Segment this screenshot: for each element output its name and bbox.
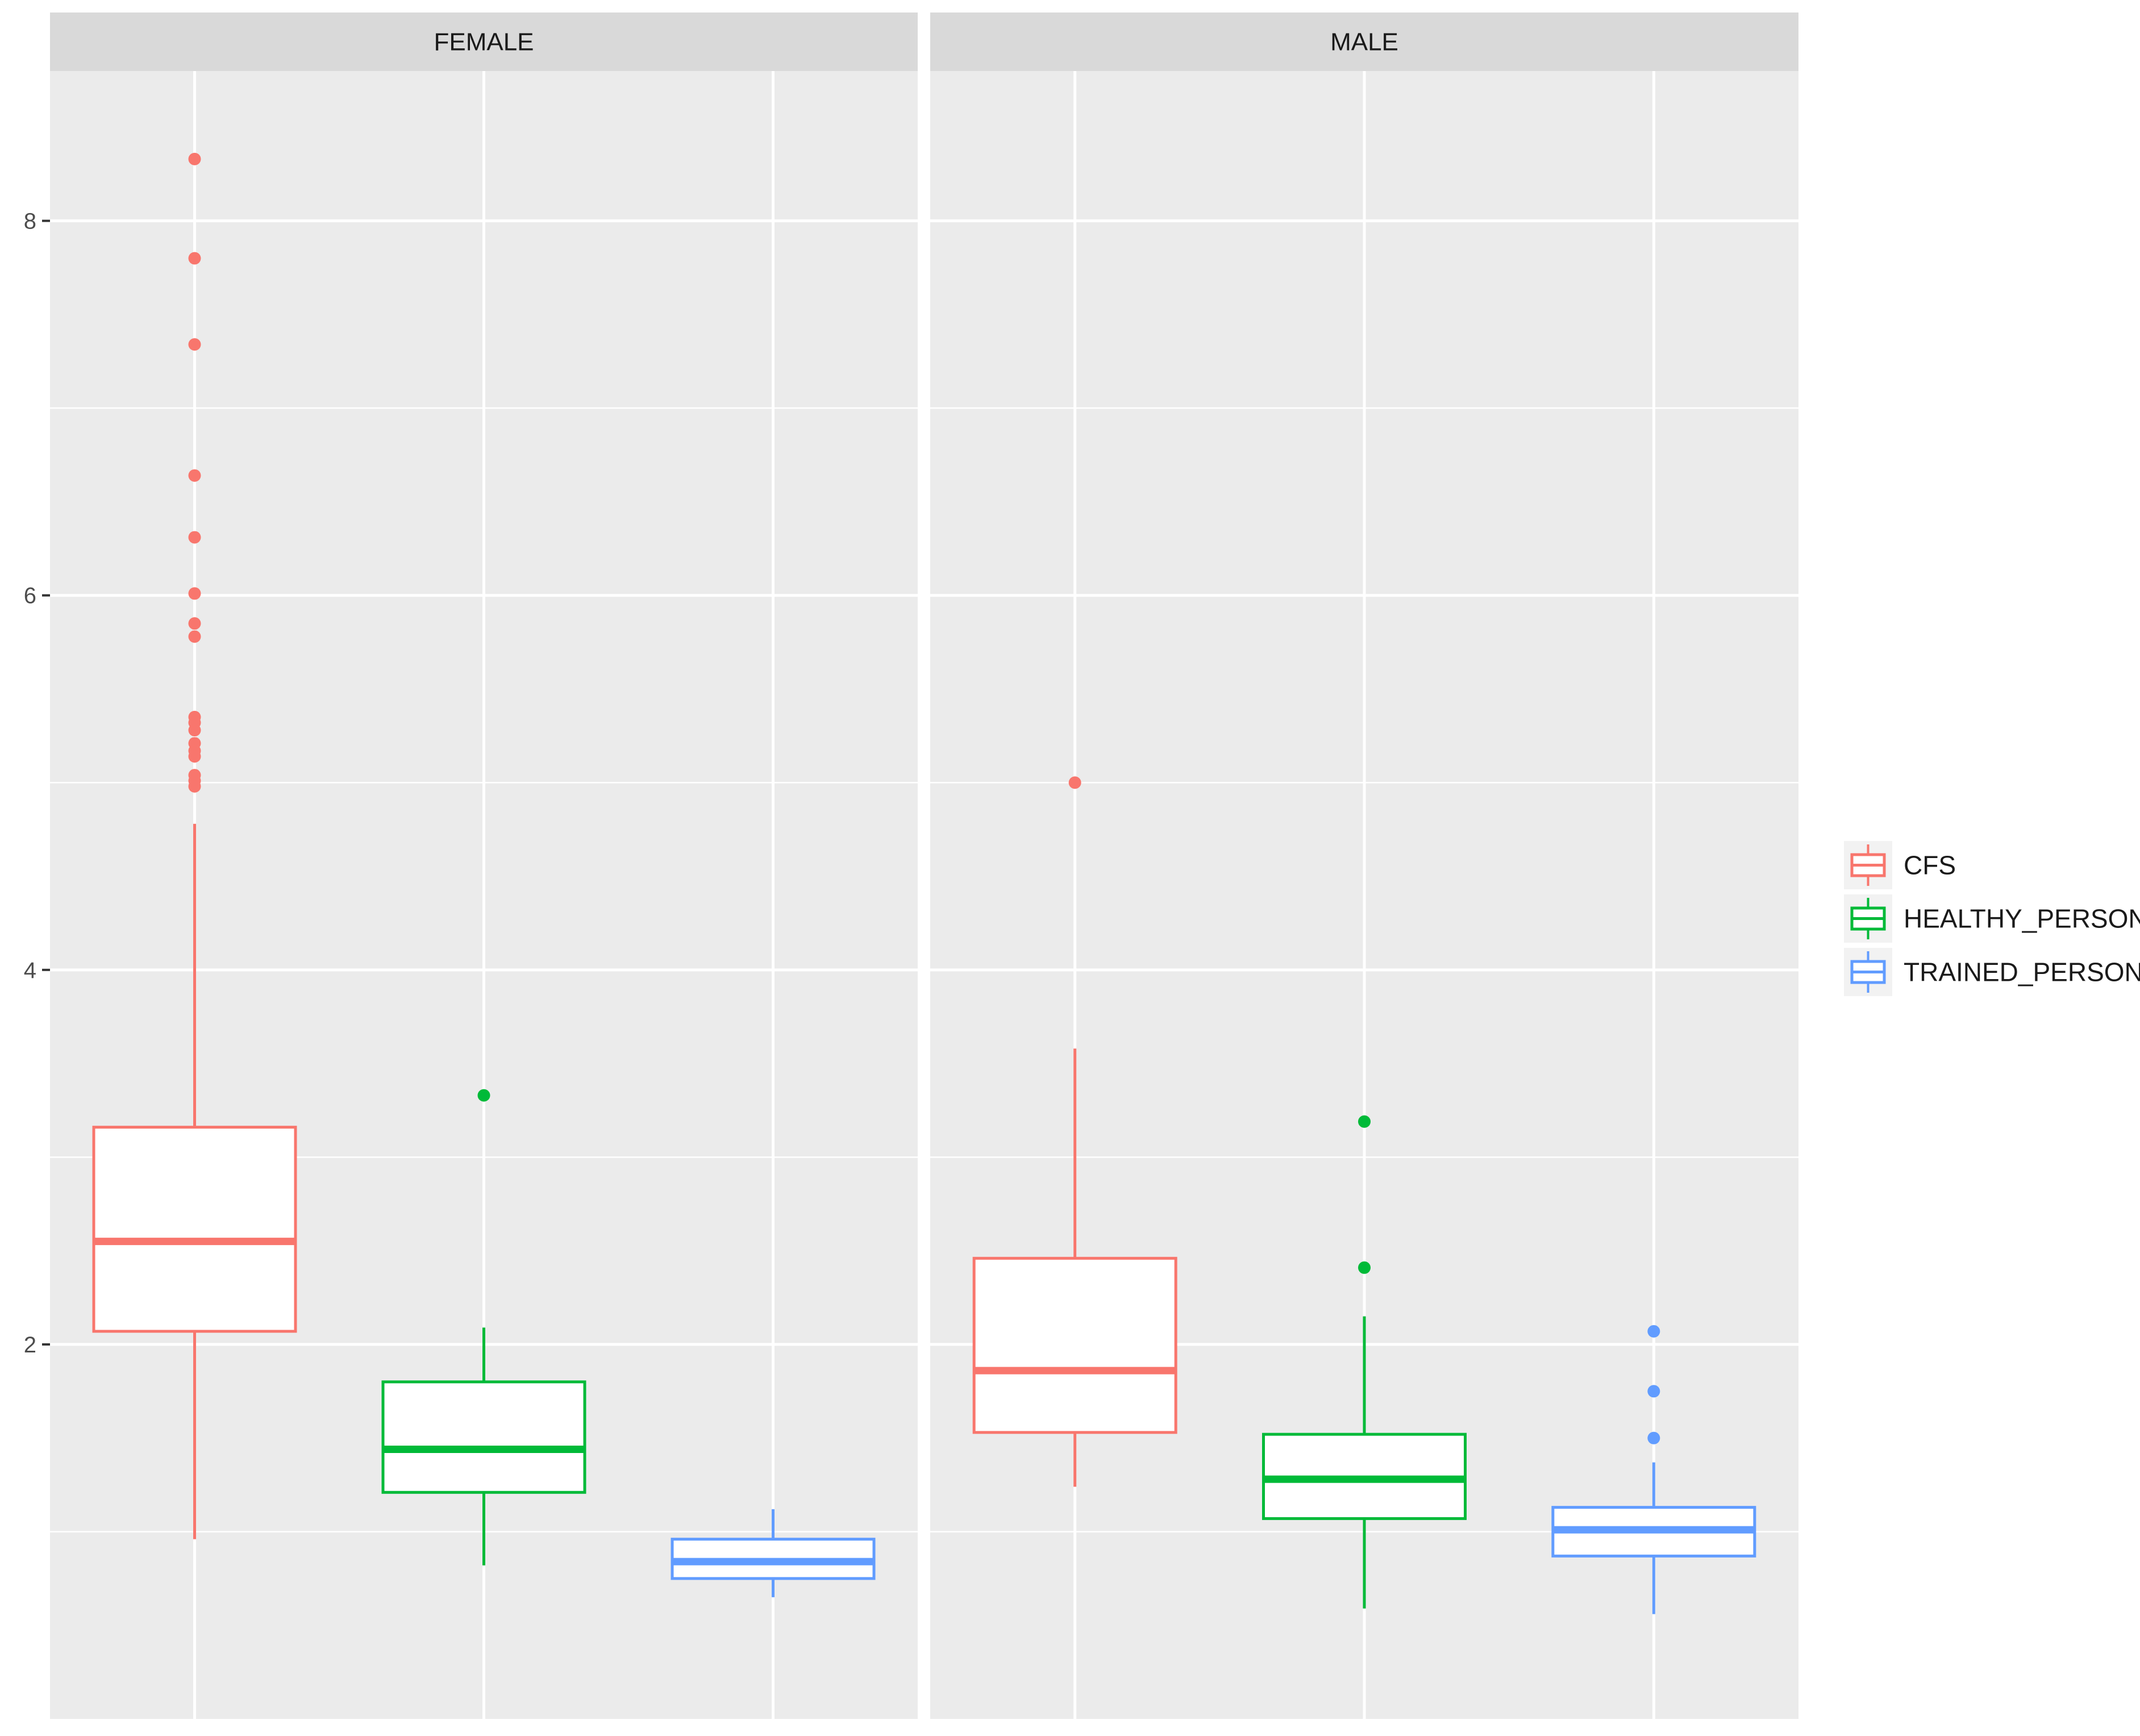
outlier-point (188, 152, 201, 165)
box-female-healthy-person (381, 1089, 586, 1566)
outlier-point (1647, 1325, 1660, 1338)
facet-strip (50, 13, 918, 71)
outlier-point (188, 531, 201, 544)
outlier-point (188, 617, 201, 630)
y-axis: 2 4 6 8 (24, 209, 50, 1358)
y-tick-label: 4 (24, 958, 36, 983)
outlier-point (188, 587, 201, 600)
box-male-trained-person (1551, 1325, 1756, 1614)
outlier-point (477, 1089, 490, 1102)
facet-label: FEMALE (434, 28, 534, 56)
y-tick-label: 6 (24, 584, 36, 609)
legend-item-cfs: CFS (1844, 841, 1956, 889)
outlier-point (188, 724, 201, 736)
outlier-point (188, 252, 201, 265)
y-tick-label: 2 (24, 1333, 36, 1358)
outlier-point (188, 338, 201, 351)
outlier-point (188, 750, 201, 763)
outlier-point (1068, 776, 1081, 789)
legend-label: CFS (1904, 851, 1956, 880)
outlier-point (1358, 1115, 1371, 1128)
legend-item-trained-person: TRAINED_PERSON (1844, 948, 2140, 996)
facet-strip (930, 13, 1798, 71)
facet-label: MALE (1330, 28, 1398, 56)
outlier-point (1647, 1385, 1660, 1398)
legend: CFS HEALTHY_PERSON TRAINED_PERSON (1844, 841, 2140, 996)
box-female-cfs (92, 152, 297, 1539)
outlier-point (188, 469, 201, 482)
outlier-point (1358, 1261, 1371, 1274)
box-female-trained-person (671, 1509, 876, 1597)
facet-panel-male: MALE (930, 13, 1798, 1719)
box-iqr (972, 1256, 1177, 1434)
box-iqr (381, 1380, 586, 1494)
box-male-cfs (972, 776, 1177, 1487)
facet-panel-female: FEMALE (50, 13, 918, 1719)
facet-panels: FEMALE MALE (50, 13, 1798, 1719)
outlier-point (188, 780, 201, 793)
outlier-point (188, 630, 201, 643)
box-iqr (92, 1126, 297, 1333)
legend-label: HEALTHY_PERSON (1904, 904, 2140, 934)
y-tick-label: 8 (24, 209, 36, 234)
box-male-healthy-person (1262, 1115, 1467, 1609)
outlier-point (1647, 1431, 1660, 1444)
legend-label: TRAINED_PERSON (1904, 957, 2140, 987)
legend-item-healthy-person: HEALTHY_PERSON (1844, 894, 2140, 943)
